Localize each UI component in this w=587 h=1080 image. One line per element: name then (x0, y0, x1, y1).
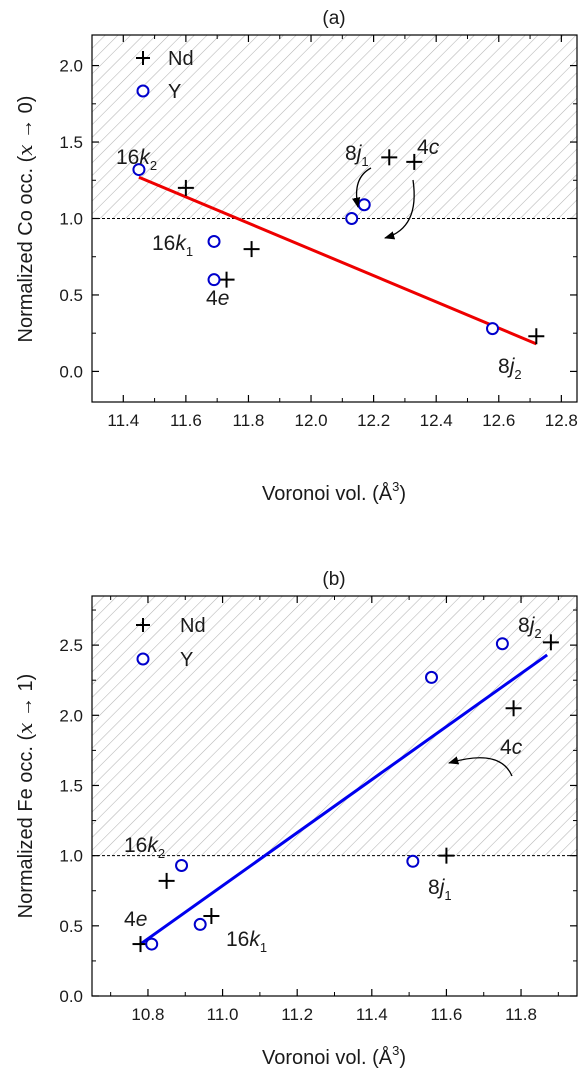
site-label-16k2: 16k2 (116, 146, 157, 173)
panel-b: (b) 10.8 11.0 11.2 11.4 11.6 11.8 0.0 0.5 1.0 1.5… (13, 569, 578, 1069)
legend-y-marker (136, 84, 150, 98)
y-point (345, 212, 359, 225)
y-tick-label: 2.0 (59, 706, 83, 725)
panel-a-shaded-region (92, 35, 577, 219)
hatched-region (92, 35, 577, 219)
x-tick-label: 11.8 (233, 411, 265, 430)
site-label-4c: 4c (500, 736, 523, 759)
site-label-16k1: 16k1 (226, 928, 267, 955)
x-tick-label: 12.8 (545, 411, 578, 430)
x-tick-label: 11.8 (505, 1005, 537, 1024)
legend-nd-label: Nd (168, 48, 194, 70)
x-tick-label: 10.8 (131, 1005, 164, 1024)
nd-point (505, 700, 522, 717)
nd-point (438, 847, 455, 864)
legend-y-label: Y (180, 649, 193, 671)
y-point (207, 234, 221, 248)
nd-point (542, 634, 559, 651)
x-tick-label: 11.6 (170, 411, 202, 430)
x-tick-label: 12.4 (420, 411, 453, 430)
y-tick-label: 1.5 (59, 776, 83, 795)
x-tick-label: 11.2 (281, 1005, 313, 1024)
y-tick-label: 1.0 (59, 847, 83, 866)
panel-a: (a) 11.4 11.6 11.8 12.0 12.2 12.4 12.6 12.8 0.0 0… (13, 8, 578, 505)
y-point (132, 163, 146, 177)
nd-point (381, 149, 398, 166)
panel-b-axis-ticks: 10.8 11.0 11.2 11.4 11.6 11.8 0.0 0.5 1.0 1.5 2.0 2… (59, 596, 577, 1024)
nd-point (528, 328, 545, 345)
y-tick-label: 0.0 (59, 362, 83, 381)
x-tick-label: 12.0 (294, 411, 327, 430)
panel-b-fit-line (139, 653, 549, 946)
site-label-4c: 4c (417, 136, 440, 159)
site-label-16k1: 16k1 (152, 232, 193, 259)
x-tick-label: 11.4 (107, 411, 139, 430)
arrow-8j1 (352, 167, 372, 209)
y-tick-label: 2.5 (59, 636, 83, 655)
panel-a-x-axis-label: Voronoi vol. (Å3) (262, 479, 406, 505)
x-tick-label: 11.6 (431, 1005, 463, 1024)
legend-nd-marker (136, 51, 150, 65)
panel-b-markers (132, 634, 559, 953)
legend-nd-marker (136, 618, 150, 632)
y-tick-label: 0.5 (59, 917, 83, 936)
panel-a-legend: Nd Y (136, 48, 194, 103)
x-tick-label: 11.4 (356, 1005, 388, 1024)
site-label-8j1: 8j1 (345, 142, 369, 169)
y-tick-label: 2.0 (59, 57, 83, 76)
nd-point (406, 153, 423, 170)
y-point (495, 637, 509, 651)
y-tick-label: 1.0 (59, 210, 83, 229)
site-label-4e: 4e (206, 287, 229, 310)
arrow-4c (384, 179, 415, 240)
y-point (193, 917, 207, 931)
panel-b-title: (b) (322, 569, 345, 590)
panel-b-shaded-region (92, 596, 577, 856)
panel-a-y-axis-label: Normalized Co occ. (x → 0) (13, 96, 37, 343)
legend-y-marker (136, 652, 150, 666)
arrow-4c (448, 756, 513, 777)
x-tick-label: 12.2 (357, 411, 390, 430)
y-point (406, 854, 420, 868)
legend-nd-label: Nd (180, 615, 206, 637)
legend-y-label: Y (168, 81, 181, 103)
y-point (145, 937, 159, 951)
y-point (486, 322, 500, 336)
x-tick-label: 11.0 (207, 1005, 239, 1024)
fit-line (139, 653, 549, 946)
y-tick-label: 0.5 (59, 286, 83, 305)
nd-point (218, 271, 235, 288)
y-point (357, 198, 371, 212)
site-label-8j2: 8j2 (518, 614, 542, 641)
site-label-4e: 4e (124, 908, 147, 931)
nd-point (158, 872, 175, 889)
fit-line (138, 175, 537, 346)
nd-point (177, 179, 194, 196)
y-point (425, 670, 438, 684)
panel-b-x-axis-label: Voronoi vol. (Å3) (262, 1043, 406, 1069)
panel-b-y-axis-label: Normalized Fe occ. (x → 1) (13, 674, 37, 919)
panel-a-title: (a) (322, 8, 345, 29)
site-label-8j2: 8j2 (498, 355, 522, 382)
y-point (175, 858, 189, 872)
y-tick-label: 1.5 (59, 133, 83, 152)
site-label-8j1: 8j1 (428, 876, 452, 903)
nd-point (243, 241, 260, 258)
panel-a-markers (132, 149, 545, 345)
y-point (207, 273, 221, 287)
x-tick-label: 12.6 (482, 411, 515, 430)
y-tick-label: 0.0 (59, 987, 83, 1006)
panel-a-axis-ticks: 11.4 11.6 11.8 12.0 12.2 12.4 12.6 12.8 0.0 0.5 1.… (59, 35, 578, 430)
panel-a-fit-line (138, 175, 537, 346)
hatched-region (92, 596, 577, 856)
nd-point (203, 908, 220, 924)
site-label-16k2: 16k2 (124, 834, 165, 861)
panel-b-legend: Nd Y (136, 615, 206, 671)
